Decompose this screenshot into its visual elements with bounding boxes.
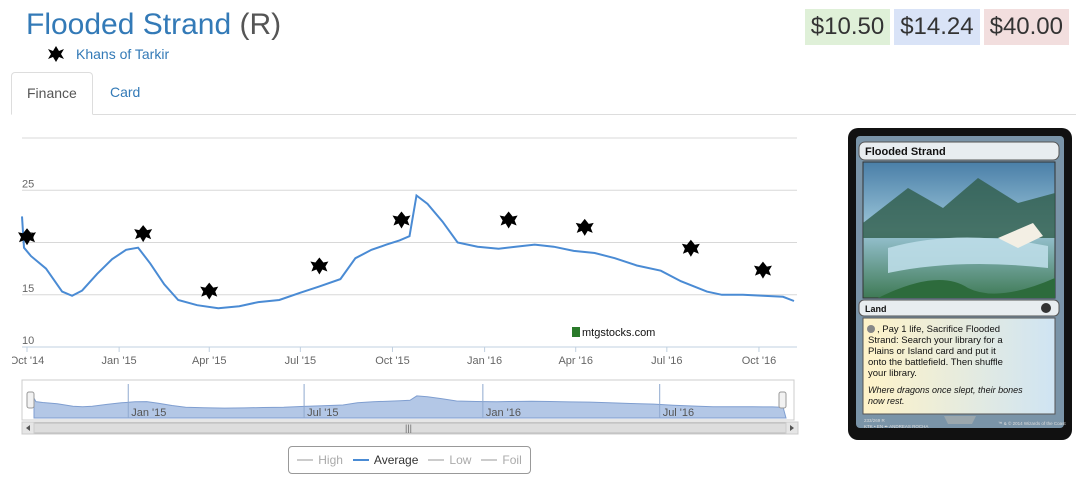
legend-line-icon: [297, 459, 314, 461]
set-symbol-icon: [1041, 303, 1051, 313]
magic-origins-icon[interactable]: [310, 257, 329, 275]
card-type-line: Land: [865, 304, 887, 314]
navigator-tick-label: Jul '15: [307, 407, 338, 419]
shadows-over-innistrad-icon[interactable]: [575, 218, 594, 236]
kaladesh-icon[interactable]: [753, 261, 772, 279]
fate-reforged-icon[interactable]: [134, 225, 153, 243]
x-tick-label: Jul '15: [285, 355, 316, 367]
legend-item-low[interactable]: Low: [428, 453, 471, 467]
svg-text:Where dragons once slept, thei: Where dragons once slept, their bones: [868, 385, 1023, 395]
card-name-text: Flooded Strand: [865, 146, 946, 158]
svg-text:now rest.: now rest.: [868, 396, 905, 406]
type-line-bar: [858, 299, 1060, 317]
x-tick-label: Jan '15: [102, 355, 137, 367]
y-tick-label: 10: [22, 335, 34, 347]
khans-of-tarkir-icon[interactable]: [18, 228, 37, 246]
y-axis-ticks: 10152025: [22, 178, 34, 347]
eldritch-moon-icon[interactable]: [681, 239, 700, 257]
svg-text:™ & © 2014 Wizards of the Coas: ™ & © 2014 Wizards of the Coast: [998, 420, 1066, 426]
svg-text:233/269 R: 233/269 R: [864, 418, 886, 423]
svg-text:Strand: Search your library fo: Strand: Search your library for a: [868, 335, 1003, 346]
navigator-ticks: Jan '15 Jul '15 Jan '16 Jul '16: [127, 384, 694, 419]
arrow-left-icon: [26, 425, 30, 431]
tab-bar: Finance Card: [11, 72, 1076, 115]
navigator-tick-label: Jul '16: [663, 407, 694, 419]
arrow-right-icon: [790, 425, 794, 431]
legend-line-icon: [352, 459, 369, 461]
watermark: mtgstocks.com: [572, 327, 655, 339]
svg-text:, Pay 1 life, Sacrifice Floode: , Pay 1 life, Sacrifice Flooded: [877, 324, 1000, 335]
watermark-logo-icon: [572, 327, 580, 337]
dragons-of-tarkir-icon[interactable]: [200, 282, 219, 300]
x-tick-label: Apr '16: [558, 355, 593, 367]
y-tick-label: 15: [22, 283, 34, 295]
x-tick-label: Jul '16: [651, 355, 682, 367]
legend-item-high[interactable]: High: [297, 453, 343, 467]
scrollbar-grip-icon: |||: [405, 423, 412, 433]
legend-item-average[interactable]: Average: [352, 453, 418, 467]
y-tick-label: 25: [22, 178, 34, 190]
price-high: $40.00: [983, 9, 1069, 45]
range-navigator[interactable]: Jan '15 Jul '15 Jan '16 Jul '16 |||: [21, 379, 799, 435]
x-tick-label: Apr '15: [192, 355, 227, 367]
oath-of-the-gatewatch-icon[interactable]: [499, 211, 518, 229]
chart-grid: [22, 137, 797, 348]
average-series-line: [21, 193, 795, 310]
legend-line-icon: [428, 459, 445, 461]
svg-text:your library.: your library.: [868, 368, 917, 379]
navigator-left-handle[interactable]: [26, 391, 35, 409]
tab-finance[interactable]: Finance: [11, 72, 93, 115]
card-name: Flooded Strand: [26, 8, 232, 41]
navigator-tick-label: Jan '15: [131, 407, 166, 419]
set-markers: [18, 211, 772, 300]
tap-symbol-icon: [867, 325, 875, 333]
svg-text:Plains or Island card and put: Plains or Island card and put it: [868, 346, 996, 357]
watermark-text: mtgstocks.com: [582, 327, 655, 339]
price-summary: $10.50 $14.24 $40.00: [804, 9, 1069, 45]
price-low: $10.50: [804, 9, 891, 45]
x-tick-label: Jan '16: [467, 355, 502, 367]
card-header: Flooded Strand (R): [26, 8, 281, 42]
card-image: Flooded Strand Land , Pay 1 life, Sacrif…: [848, 128, 1072, 440]
chart-legend: High Average Low Foil: [288, 446, 531, 474]
tab-card[interactable]: Card: [110, 84, 141, 100]
khans-of-tarkir-icon: [48, 46, 64, 62]
card-rarity: (R): [239, 8, 282, 41]
battle-for-zendikar-icon[interactable]: [392, 211, 411, 229]
svg-text:onto the battlefield. Then shu: onto the battlefield. Then shuffle: [868, 357, 1003, 368]
x-tick-label: Oct '14: [12, 355, 44, 367]
navigator-tick-label: Jan '16: [486, 407, 521, 419]
navigator-area: [33, 395, 787, 419]
x-tick-label: Oct '16: [742, 355, 777, 367]
card-name-bar: [858, 141, 1060, 161]
price-average: $14.24: [894, 9, 980, 45]
navigator-right-handle[interactable]: [778, 391, 787, 409]
x-tick-label: Oct '15: [375, 355, 410, 367]
page-title: Flooded Strand (R): [26, 8, 281, 41]
card-text-box: [862, 317, 1056, 415]
set-link[interactable]: Khans of Tarkir: [76, 46, 170, 62]
legend-line-icon: [481, 459, 498, 461]
legend-item-foil[interactable]: Foil: [481, 453, 522, 467]
x-axis-ticks: Oct '14 Jan '15 Apr '15 Jul '15 Oct '15 Jan '…: [10, 347, 777, 367]
set-line: Khans of Tarkir: [46, 44, 169, 64]
svg-text:KTK • EN ✒ ANDREAS ROCHA: KTK • EN ✒ ANDREAS ROCHA: [864, 424, 928, 429]
